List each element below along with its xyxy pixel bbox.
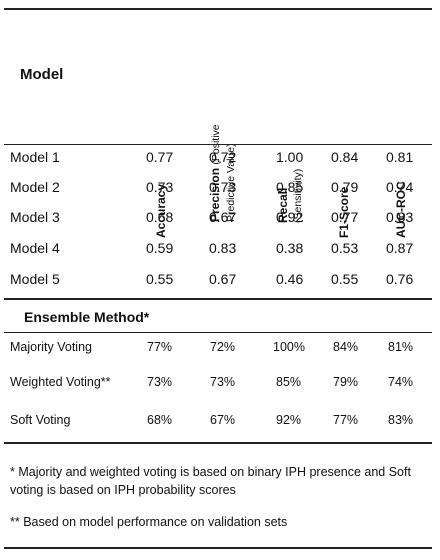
table-row: Majority Voting 77% 72% 100% 84% 81%: [0, 340, 440, 362]
ensemble-header-rule: [4, 332, 432, 333]
model-name: Model 1: [10, 149, 60, 165]
ensemble-method-name: Soft Voting: [10, 413, 71, 427]
precision-value: 0.67: [209, 271, 237, 287]
auc-value: 0.76: [386, 271, 414, 287]
accuracy-value: 0.73: [146, 179, 174, 195]
bottom-rule: [4, 547, 432, 549]
precision-value: 0.83: [209, 240, 237, 256]
f1-value: 0.53: [331, 240, 359, 256]
table-row: Weighted Voting** 73% 73% 85% 79% 74%: [0, 375, 440, 397]
f1-value: 79%: [333, 375, 359, 389]
ensemble-method-name: Majority Voting: [10, 340, 92, 354]
recall-value: 92%: [276, 413, 302, 427]
recall-value: 1.00: [276, 149, 304, 165]
f1-value: 0.79: [331, 179, 359, 195]
model-name: Model 2: [10, 179, 60, 195]
auc-value: 81%: [388, 340, 414, 354]
f1-value: 77%: [333, 413, 359, 427]
accuracy-value: 0.77: [146, 149, 174, 165]
f1-column-header: F1-Score: [337, 32, 357, 238]
recall-value: 85%: [276, 375, 302, 389]
auc-value: 0.74: [386, 179, 414, 195]
auc-value: 0.81: [386, 149, 414, 165]
recall-value: 0.46: [276, 271, 304, 287]
f1-value: 0.84: [331, 149, 359, 165]
accuracy-value: 0.68: [146, 209, 174, 225]
table-row: Model 3 0.68 0.67 0.92 0.77 0.83: [0, 209, 440, 231]
recall-value: 0.38: [276, 240, 304, 256]
f1-value: 0.77: [331, 209, 359, 225]
recall-value: 0.92: [276, 209, 304, 225]
table-row: Model 4 0.59 0.83 0.38 0.53 0.87: [0, 240, 440, 262]
recall-value: 100%: [273, 340, 305, 354]
recall-value: 0.85: [276, 179, 304, 195]
precision-value: 0.67: [209, 209, 237, 225]
ensemble-section-title: Ensemble Method*: [24, 309, 150, 325]
precision-value: 0.72: [209, 149, 237, 165]
ensemble-top-rule: [4, 298, 432, 300]
model-column-header: Model: [20, 66, 64, 83]
precision-value: 67%: [210, 413, 236, 427]
f1-value: 84%: [333, 340, 359, 354]
model-name: Model 5: [10, 271, 60, 287]
model-name: Model 4: [10, 240, 60, 256]
accuracy-value: 0.59: [146, 240, 174, 256]
precision-column-header: Precision (Positive Predictive Value): [208, 32, 240, 222]
auc-value: 0.87: [386, 240, 414, 256]
accuracy-value: 68%: [147, 413, 173, 427]
auc-column-header: AUC-ROC: [394, 32, 414, 238]
model-name: Model 3: [10, 209, 60, 225]
table-row: Model 2 0.73 0.73 0.85 0.79 0.74: [0, 179, 440, 201]
ensemble-method-name: Weighted Voting**: [10, 375, 111, 389]
accuracy-value: 73%: [147, 375, 173, 389]
recall-column-header: Recall (Sensitivity): [276, 32, 308, 223]
top-rule: [4, 8, 432, 10]
table-row: Model 5 0.55 0.67 0.46 0.55 0.76: [0, 271, 440, 293]
footnote-voting-basis: * Majority and weighted voting is based …: [10, 465, 411, 497]
accuracy-column-header: Accuracy: [154, 32, 174, 238]
table-bottom-rule: [4, 442, 432, 444]
accuracy-value: 77%: [147, 340, 173, 354]
auc-value: 74%: [388, 375, 414, 389]
f1-value: 0.55: [331, 271, 359, 287]
footnote-weighting-basis: ** Based on model performance on validat…: [10, 515, 288, 529]
precision-value: 73%: [210, 375, 236, 389]
auc-value: 83%: [388, 413, 414, 427]
accuracy-value: 0.55: [146, 271, 174, 287]
precision-value: 0.73: [209, 179, 237, 195]
precision-value: 72%: [210, 340, 236, 354]
table-row: Soft Voting 68% 67% 92% 77% 83%: [0, 413, 440, 435]
auc-value: 0.83: [386, 209, 414, 225]
header-rule: [4, 144, 432, 145]
table-row: Model 1 0.77 0.72 1.00 0.84 0.81: [0, 149, 440, 171]
